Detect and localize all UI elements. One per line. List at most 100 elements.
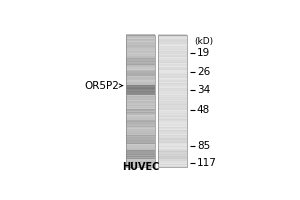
- Bar: [126, 100, 155, 101]
- Bar: [126, 52, 155, 53]
- Bar: [158, 57, 188, 58]
- Bar: [158, 158, 188, 159]
- Bar: [158, 60, 188, 61]
- Bar: [158, 81, 188, 82]
- Bar: [126, 153, 155, 154]
- Bar: [126, 45, 155, 46]
- Bar: [158, 115, 188, 116]
- Bar: [158, 165, 188, 167]
- Bar: [158, 44, 188, 45]
- Bar: [158, 118, 188, 120]
- Bar: [158, 52, 188, 53]
- Bar: [126, 70, 155, 71]
- Bar: [158, 97, 188, 98]
- Bar: [158, 85, 188, 86]
- Bar: [126, 147, 155, 148]
- Bar: [126, 81, 155, 82]
- Bar: [158, 94, 188, 95]
- Bar: [126, 85, 155, 86]
- Bar: [126, 154, 155, 155]
- Bar: [158, 138, 188, 139]
- Bar: [126, 68, 155, 69]
- Bar: [158, 46, 188, 47]
- Bar: [126, 75, 155, 76]
- Bar: [126, 37, 155, 38]
- Text: 48: 48: [197, 105, 210, 115]
- Bar: [126, 91, 155, 92]
- Bar: [126, 118, 155, 119]
- Bar: [158, 142, 188, 143]
- Bar: [158, 101, 188, 102]
- Bar: [158, 113, 188, 114]
- Bar: [158, 128, 188, 129]
- Bar: [126, 71, 155, 73]
- Bar: [126, 46, 155, 47]
- Bar: [126, 116, 155, 117]
- Bar: [126, 128, 155, 129]
- Bar: [158, 120, 188, 122]
- Bar: [126, 41, 155, 42]
- Bar: [158, 63, 188, 65]
- Bar: [126, 140, 155, 141]
- Bar: [126, 165, 155, 167]
- Bar: [158, 159, 188, 161]
- Bar: [158, 140, 188, 141]
- Bar: [158, 103, 188, 104]
- Bar: [158, 120, 188, 121]
- Bar: [126, 159, 155, 161]
- Bar: [126, 58, 155, 59]
- Bar: [126, 110, 155, 112]
- Bar: [126, 114, 155, 116]
- Bar: [126, 76, 155, 77]
- Bar: [158, 157, 188, 158]
- Bar: [158, 96, 188, 97]
- Bar: [158, 110, 188, 112]
- Bar: [126, 52, 155, 53]
- Bar: [126, 93, 155, 94]
- Bar: [158, 52, 188, 53]
- Bar: [158, 164, 188, 165]
- Bar: [126, 156, 155, 157]
- Bar: [126, 40, 155, 41]
- Bar: [126, 59, 155, 61]
- Bar: [126, 71, 155, 72]
- Bar: [158, 132, 188, 133]
- Bar: [126, 46, 155, 47]
- Bar: [158, 77, 188, 78]
- Bar: [126, 103, 155, 104]
- Bar: [158, 73, 188, 74]
- Bar: [126, 49, 155, 50]
- Bar: [158, 107, 188, 108]
- Bar: [126, 117, 155, 118]
- Bar: [158, 77, 188, 78]
- Bar: [126, 53, 155, 54]
- Bar: [126, 34, 155, 35]
- Bar: [158, 62, 188, 63]
- Bar: [126, 165, 155, 166]
- Bar: [158, 81, 188, 82]
- Bar: [126, 160, 155, 161]
- Bar: [126, 87, 155, 88]
- Bar: [126, 118, 155, 120]
- Bar: [158, 114, 188, 116]
- Bar: [158, 84, 188, 85]
- Bar: [158, 161, 188, 162]
- Bar: [158, 100, 188, 101]
- Bar: [158, 38, 188, 39]
- Bar: [158, 88, 188, 89]
- Bar: [126, 77, 155, 78]
- Bar: [126, 150, 155, 151]
- Bar: [158, 150, 188, 151]
- Bar: [126, 105, 155, 106]
- Bar: [158, 56, 188, 57]
- Bar: [126, 85, 155, 86]
- Bar: [158, 159, 188, 160]
- Bar: [158, 80, 188, 81]
- Bar: [158, 82, 188, 83]
- Bar: [126, 163, 155, 165]
- Bar: [126, 36, 155, 37]
- Bar: [158, 40, 188, 41]
- Bar: [126, 64, 155, 65]
- Text: 34: 34: [197, 85, 210, 95]
- Bar: [126, 50, 155, 51]
